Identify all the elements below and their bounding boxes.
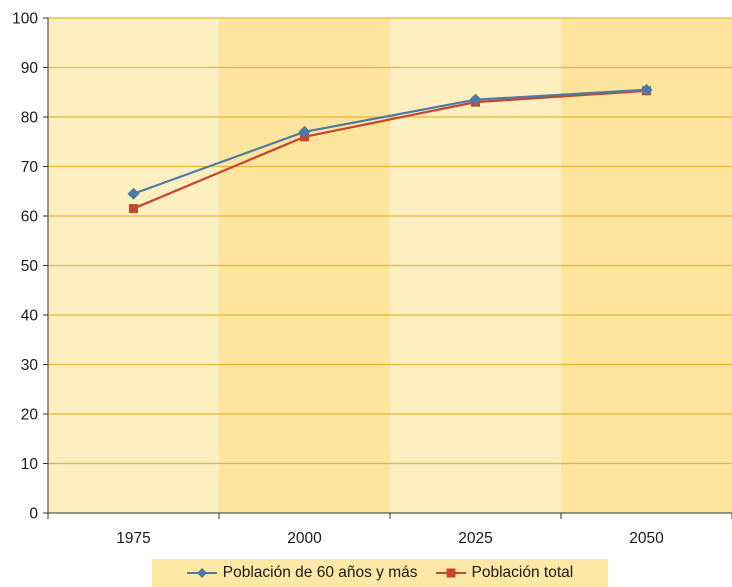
y-tick-label: 40 [21, 308, 39, 325]
series-line [133, 89, 647, 210]
y-tick-label: 30 [21, 357, 39, 374]
y-tick-label: 90 [21, 60, 39, 77]
legend-swatch-square-icon [435, 568, 466, 578]
line-chart: 0 10 20 30 40 50 60 70 80 90 100 1975 2000 2025 2050 [12, 11, 732, 547]
gridlines [43, 17, 732, 514]
legend-swatch-diamond-icon [186, 568, 217, 578]
x-tick-label: 2000 [287, 530, 322, 547]
data-point-square [129, 204, 138, 214]
data-point-diamond [640, 83, 653, 96]
x-tick-labels: 1975 2000 2025 2050 [116, 530, 664, 547]
series-1 [127, 83, 653, 200]
legend-label-series-2: Población total [471, 564, 574, 581]
y-tick-label: 100 [12, 11, 38, 28]
legend-item-series-1: Población de 60 años y más [186, 564, 418, 582]
series-lines [127, 83, 653, 214]
y-tick-label: 70 [21, 159, 39, 176]
y-tick-label: 10 [21, 456, 39, 473]
data-point-diamond [469, 93, 482, 106]
y-tick-labels: 0 10 20 30 40 50 60 70 80 90 100 [12, 11, 38, 523]
y-tick-label: 80 [21, 110, 39, 127]
y-tick-label: 50 [21, 258, 39, 275]
data-point-diamond [127, 187, 140, 200]
x-tick-label: 2050 [629, 530, 664, 547]
series-line [133, 88, 647, 195]
y-tick-label: 60 [21, 209, 39, 226]
data-point-diamond [298, 125, 311, 138]
x-tick-label: 1975 [116, 530, 150, 547]
y-tick-label: 0 [29, 506, 38, 523]
legend-label-series-1: Población de 60 años y más [222, 564, 418, 581]
legend: Población de 60 años y más Población tot… [152, 559, 608, 587]
y-tick-label: 20 [21, 407, 39, 424]
axes [47, 18, 732, 519]
legend-item-series-2: Población total [435, 564, 574, 582]
x-tick-label: 2025 [458, 530, 492, 547]
